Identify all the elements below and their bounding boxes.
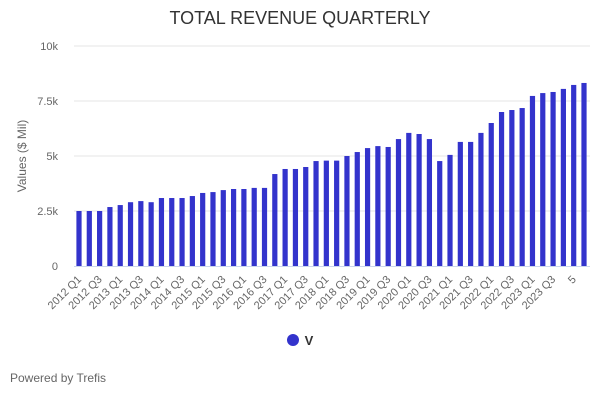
chart-title: TOTAL REVENUE QUARTERLY [169,8,431,28]
powered-by: Powered by Trefis [10,371,107,385]
bar [138,201,144,266]
bar [117,205,123,266]
bar [437,161,443,266]
bar [323,160,329,266]
bar [282,168,288,266]
bar [426,139,433,266]
bar [97,211,103,266]
bar [230,189,237,266]
bar [354,152,360,266]
bar [313,161,319,266]
bar [210,192,216,266]
bar [519,108,525,266]
bar [303,167,309,266]
bar [375,146,381,266]
bar [220,190,226,266]
bar [189,196,195,266]
bar [571,84,577,266]
legend-marker [286,334,299,346]
bar [509,110,515,267]
bar [498,112,505,266]
bar [251,187,257,266]
bar [416,134,422,266]
bar [179,198,185,266]
bar [385,146,391,266]
x-tick-label: 5 [566,274,579,287]
y-tick-label: 5k [46,151,58,163]
bar [344,156,350,266]
bar [581,82,587,267]
bar [76,211,82,266]
bar [488,123,494,266]
bar [200,192,206,266]
bar [292,168,299,266]
bar [560,88,566,267]
bar [364,148,371,266]
bar [447,154,453,266]
bar [261,187,268,266]
bar [127,202,134,266]
bar [406,132,412,266]
y-tick-label: 10k [40,41,58,53]
bar [158,198,165,266]
y-tick-label: 0 [52,261,58,273]
bar [457,141,463,266]
y-tick-label: 7.5k [37,96,58,108]
legend[interactable]: V [0,333,600,348]
legend-label: V [304,333,314,348]
bar [241,189,247,266]
bar [272,174,278,266]
bar [550,91,556,266]
bar [334,160,340,266]
y-tick-label: 2.5k [37,206,58,218]
y-axis-label: Values ($ Mil) [15,120,29,192]
bar [468,141,474,266]
bar [86,211,92,266]
bar [478,132,484,266]
bar [529,95,536,266]
bar [148,202,154,266]
bar [395,139,402,266]
bar [169,198,175,266]
bar [107,207,113,266]
bar [540,93,546,266]
